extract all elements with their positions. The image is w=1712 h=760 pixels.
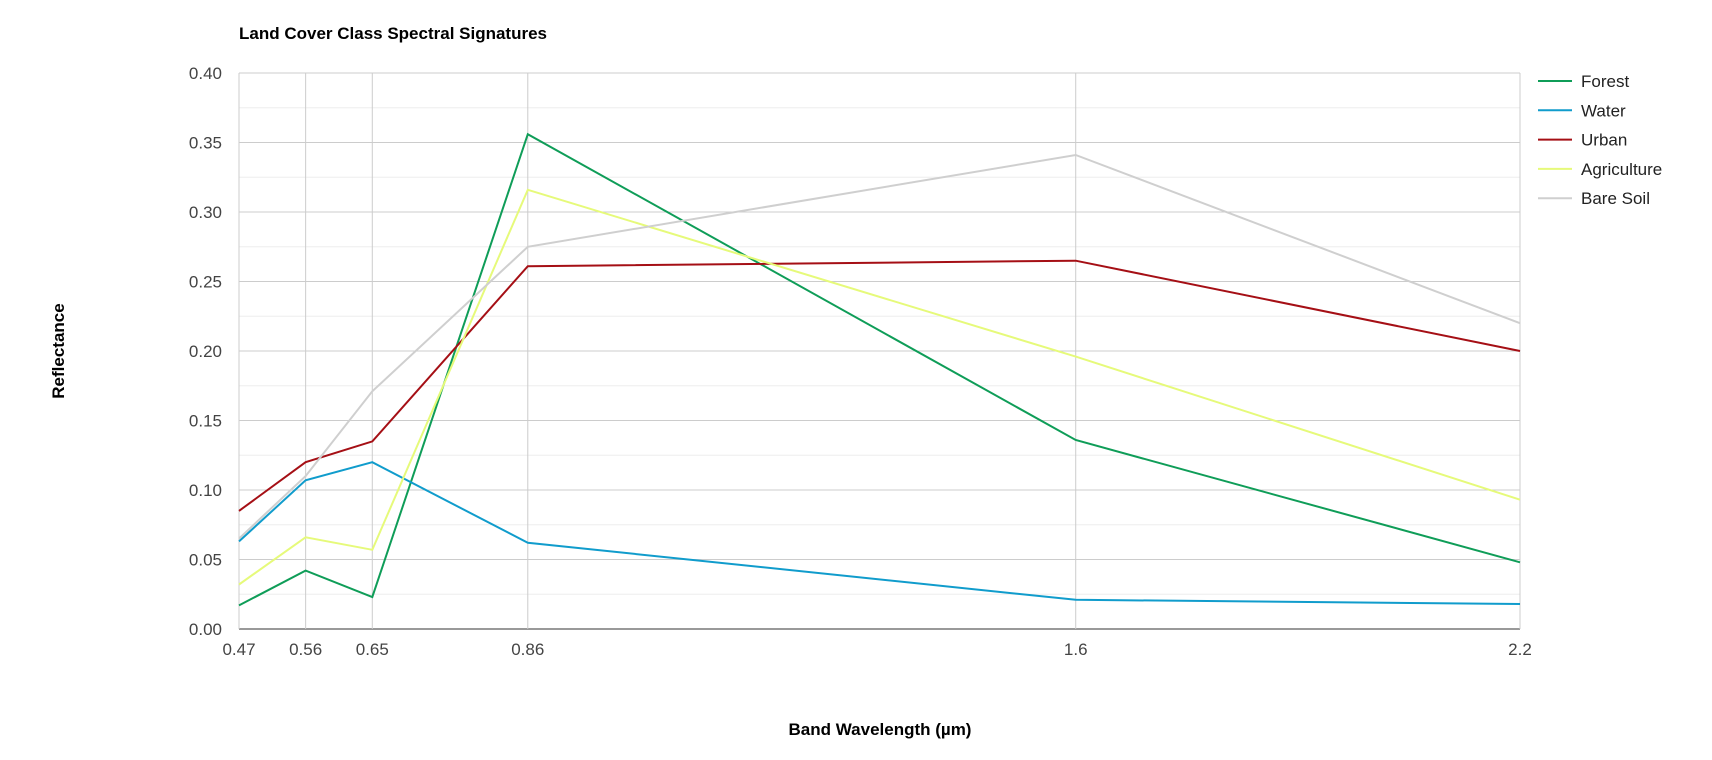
- y-tick-label: 0.15: [189, 412, 222, 431]
- x-axis-ticks: 0.47 0.56 0.65 0.86 1.6 2.2: [222, 640, 1531, 659]
- y-tick-label: 0.20: [189, 342, 222, 361]
- y-tick-label: 0.35: [189, 134, 222, 153]
- y-axis-ticks: 0.00 0.05 0.10 0.15 0.20 0.25 0.30 0.35 0.40: [189, 64, 222, 639]
- x-tick-label: 0.65: [356, 640, 389, 659]
- legend-label: Urban: [1581, 131, 1627, 150]
- legend-label: Agriculture: [1581, 160, 1662, 179]
- y-tick-label: 0.40: [189, 64, 222, 83]
- x-tick-label: 2.2: [1508, 640, 1532, 659]
- x-tick-label: 0.86: [511, 640, 544, 659]
- x-tick-label: 1.6: [1064, 640, 1088, 659]
- y-tick-label: 0.25: [189, 273, 222, 292]
- legend-item: Forest: [1538, 72, 1629, 91]
- x-tick-label: 0.56: [289, 640, 322, 659]
- legend-item: Urban: [1538, 131, 1627, 150]
- series-lines: [238, 132, 1521, 607]
- series-line-water: [238, 461, 1521, 605]
- y-tick-label: 0.10: [189, 481, 222, 500]
- legend-label: Water: [1581, 101, 1626, 120]
- legend-item: Agriculture: [1538, 160, 1662, 179]
- y-tick-label: 0.00: [189, 620, 222, 639]
- legend-label: Forest: [1581, 72, 1629, 91]
- legend-item: Bare Soil: [1538, 189, 1650, 208]
- legend: Forest Water Urban Agriculture Bare Soil: [1538, 72, 1662, 208]
- series-line-bare-soil: [238, 153, 1521, 540]
- grid: [238, 72, 1521, 630]
- y-tick-label: 0.30: [189, 203, 222, 222]
- series-line-forest: [238, 132, 1521, 607]
- chart-title: Land Cover Class Spectral Signatures: [239, 24, 547, 43]
- y-tick-label: 0.05: [189, 551, 222, 570]
- x-axis-title: Band Wavelength (µm): [789, 720, 972, 739]
- series-line-urban: [238, 259, 1521, 512]
- x-tick-label: 0.47: [222, 640, 255, 659]
- legend-item: Water: [1538, 101, 1626, 120]
- y-axis-title: Reflectance: [49, 303, 68, 398]
- legend-label: Bare Soil: [1581, 189, 1650, 208]
- series-line-agriculture: [238, 188, 1521, 586]
